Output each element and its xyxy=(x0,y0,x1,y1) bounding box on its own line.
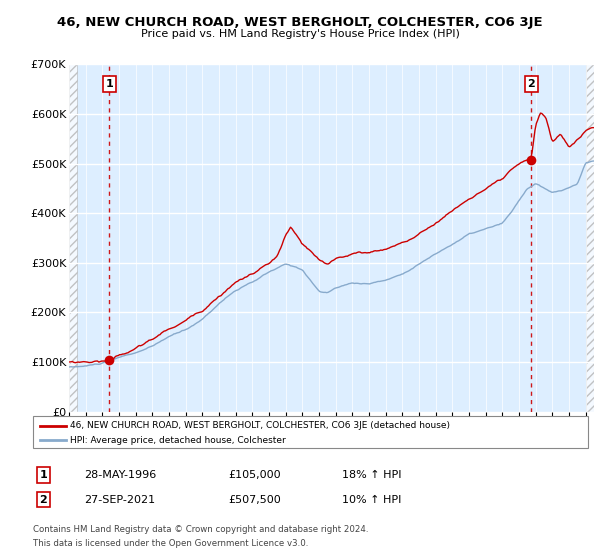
Text: £105,000: £105,000 xyxy=(228,470,281,480)
Text: HPI: Average price, detached house, Colchester: HPI: Average price, detached house, Colc… xyxy=(70,436,286,445)
Text: 10% ↑ HPI: 10% ↑ HPI xyxy=(342,494,401,505)
Text: 1: 1 xyxy=(40,470,47,480)
Text: 2: 2 xyxy=(40,494,47,505)
Text: 46, NEW CHURCH ROAD, WEST BERGHOLT, COLCHESTER, CO6 3JE (detached house): 46, NEW CHURCH ROAD, WEST BERGHOLT, COLC… xyxy=(70,421,450,430)
Text: 46, NEW CHURCH ROAD, WEST BERGHOLT, COLCHESTER, CO6 3JE: 46, NEW CHURCH ROAD, WEST BERGHOLT, COLC… xyxy=(57,16,543,29)
Text: 1: 1 xyxy=(105,79,113,89)
Text: 28-MAY-1996: 28-MAY-1996 xyxy=(84,470,156,480)
Text: This data is licensed under the Open Government Licence v3.0.: This data is licensed under the Open Gov… xyxy=(33,539,308,548)
Text: Contains HM Land Registry data © Crown copyright and database right 2024.: Contains HM Land Registry data © Crown c… xyxy=(33,525,368,534)
Text: 27-SEP-2021: 27-SEP-2021 xyxy=(84,494,155,505)
Text: £507,500: £507,500 xyxy=(228,494,281,505)
Text: 2: 2 xyxy=(527,79,535,89)
Text: 18% ↑ HPI: 18% ↑ HPI xyxy=(342,470,401,480)
Text: Price paid vs. HM Land Registry's House Price Index (HPI): Price paid vs. HM Land Registry's House … xyxy=(140,29,460,39)
